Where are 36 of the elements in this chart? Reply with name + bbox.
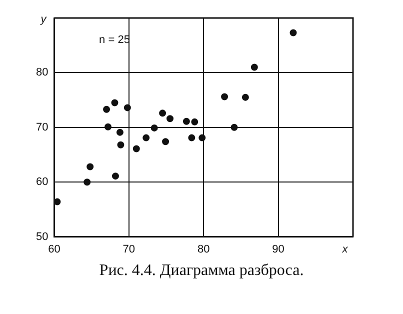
y-tick-label: 50 [36,230,48,243]
x-tick-label: 80 [197,243,210,256]
text: Рис. 4.4. Диаграмма разброса. [98,262,305,280]
point [242,94,249,101]
x-axis-title: x [341,243,348,256]
y-axis-title: y [40,14,48,26]
point [142,134,150,142]
point [103,106,110,113]
point [230,124,238,131]
point [159,110,166,117]
point [221,93,228,100]
point [188,134,196,142]
point [84,178,91,186]
x-tick-label: 70 [122,243,136,256]
point [104,123,112,130]
point [198,134,206,142]
point [150,124,158,132]
x-tick-label: 60 [48,243,60,256]
y-tick-label: 80 [36,66,48,79]
point [111,99,118,106]
point [117,141,124,148]
point [290,29,297,36]
point [166,115,174,122]
point [124,104,131,112]
point [54,198,61,206]
point [182,118,190,125]
point [132,145,140,152]
point [191,118,198,126]
point [112,172,119,180]
point [250,64,258,71]
point [116,128,124,136]
x-tick-label: 90 [272,243,284,256]
point [86,163,94,170]
point [162,138,170,146]
y-tick-label: 60 [36,176,48,188]
y-tick-label: 70 [36,121,48,134]
